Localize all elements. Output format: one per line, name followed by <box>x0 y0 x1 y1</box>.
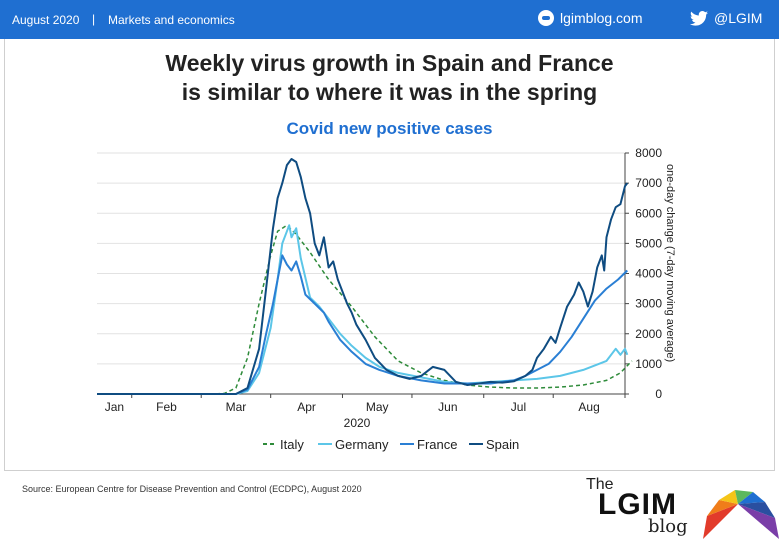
blog-link[interactable]: lgimblog.com <box>538 10 642 26</box>
y-tick-label: 3000 <box>635 297 662 311</box>
content-frame <box>4 39 775 471</box>
publish-date: August 2020 <box>12 13 80 27</box>
x-tick-label: Aug <box>578 400 599 414</box>
x-tick-label: Mar <box>226 400 247 414</box>
y-tick-label: 8000 <box>635 146 662 160</box>
header-separator: | <box>92 12 96 26</box>
series-line-france <box>97 254 628 395</box>
legend-label-spain: Spain <box>486 437 519 452</box>
x-tick-label: May <box>366 400 389 414</box>
lgim-blog-logo: The LGIM blog <box>584 476 779 539</box>
legend-label-germany: Germany <box>335 437 389 452</box>
twitter-link[interactable]: @LGIM <box>690 10 762 26</box>
section-link[interactable]: Markets and economics <box>108 13 235 27</box>
y-tick-label: 1000 <box>635 357 662 371</box>
y-tick-label: 7000 <box>635 176 662 190</box>
y-axis-label: one-day change (7-day moving average) <box>664 164 676 362</box>
y-tick-label: 6000 <box>635 206 662 220</box>
legend-label-italy: Italy <box>280 437 304 452</box>
series-line-spain <box>97 158 629 395</box>
x-axis-year-label: 2020 <box>344 416 371 430</box>
y-tick-label: 4000 <box>635 267 662 281</box>
x-tick-label: Apr <box>297 400 316 414</box>
title-line-1: Weekly virus growth in Spain and France <box>165 50 614 76</box>
series-line-germany <box>97 224 629 395</box>
twitter-handle: @LGIM <box>714 10 763 26</box>
y-tick-label: 5000 <box>635 236 662 250</box>
logo-blog: blog <box>648 516 688 537</box>
legend-label-france: France <box>417 437 457 452</box>
blog-icon <box>538 10 554 26</box>
top-bar: August 2020 | Markets and economics lgim… <box>0 0 779 39</box>
chart-title: Covid new positive cases <box>286 119 493 138</box>
series-line-italy <box>97 224 633 395</box>
blog-link-label: lgimblog.com <box>560 10 643 26</box>
y-tick-label: 2000 <box>635 327 662 341</box>
title-line-2: is similar to where it was in the spring <box>181 79 598 105</box>
logo-lgim: LGIM <box>598 488 677 521</box>
twitter-icon <box>690 10 708 26</box>
source-note: Source: European Centre for Disease Prev… <box>22 484 362 494</box>
x-tick-label: Jan <box>105 400 124 414</box>
y-tick-label: 0 <box>655 387 662 401</box>
x-tick-label: Jun <box>438 400 457 414</box>
x-tick-label: Jul <box>511 400 526 414</box>
logo-the: The <box>586 476 614 493</box>
x-tick-label: Feb <box>156 400 177 414</box>
page-title: Weekly virus growth in Spain and France … <box>0 49 779 107</box>
umbrella-icon <box>703 490 779 539</box>
